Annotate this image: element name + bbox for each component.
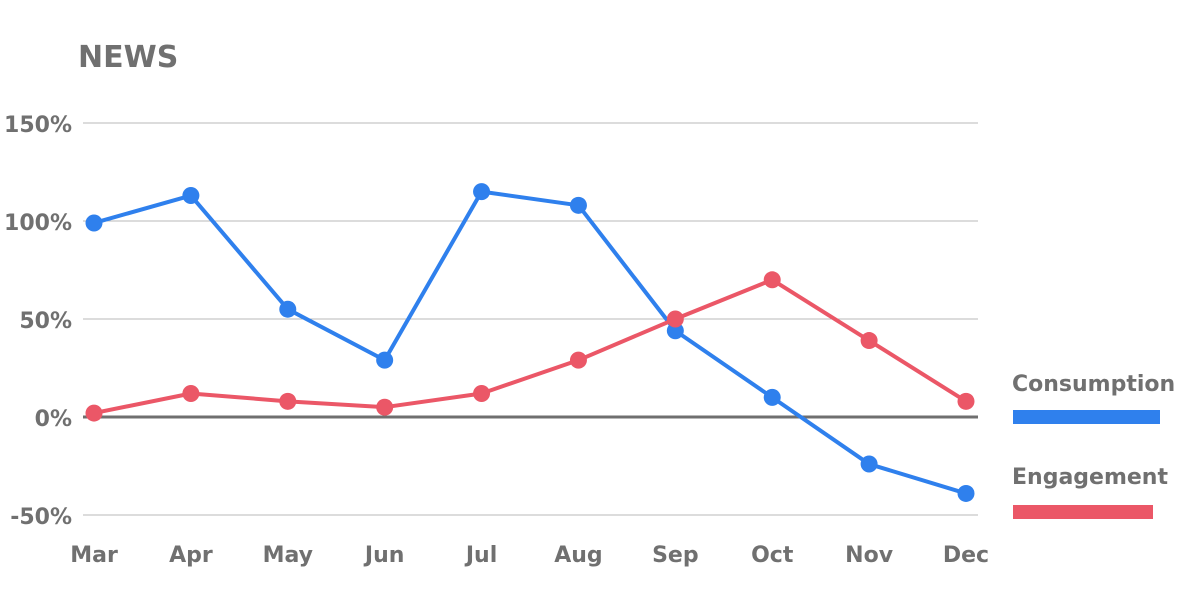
- data-point: [569, 351, 587, 369]
- grid-layer: [83, 122, 978, 516]
- x-tick-label: Nov: [845, 543, 894, 568]
- series-consumption: [85, 183, 975, 502]
- x-tick-label: May: [263, 543, 313, 568]
- y-tick-label: 50%: [19, 309, 72, 334]
- data-point: [376, 351, 394, 369]
- legend-label: Engagement: [1012, 465, 1168, 490]
- x-axis-tick-labels: Mar Apr May Jun Jul Aug Sep Oct Nov Dec: [70, 543, 989, 568]
- legend: Consumption Engagement: [1012, 372, 1175, 519]
- data-point: [763, 271, 781, 289]
- data-point: [376, 398, 394, 416]
- x-tick-label: Aug: [554, 543, 602, 568]
- data-point: [279, 392, 297, 410]
- series-line: [92, 189, 968, 496]
- legend-swatch: [1013, 505, 1153, 519]
- x-tick-label: Dec: [943, 543, 989, 568]
- series-engagement: [85, 271, 975, 422]
- x-tick-label: Jul: [464, 543, 497, 568]
- legend-label: Consumption: [1012, 372, 1175, 397]
- y-tick-label: -50%: [10, 505, 72, 530]
- x-tick-label: Sep: [652, 543, 699, 568]
- data-point: [860, 455, 878, 473]
- data-point: [182, 384, 200, 402]
- y-tick-label: 100%: [4, 211, 72, 236]
- chart-title: NEWS: [78, 40, 179, 75]
- y-axis-tick-labels: 150% 100% 50% 0% -50%: [4, 113, 72, 530]
- series-line: [92, 277, 968, 416]
- legend-item: Consumption: [1012, 372, 1175, 424]
- data-point: [569, 196, 587, 214]
- data-point: [957, 484, 975, 502]
- x-tick-label: Oct: [751, 543, 794, 568]
- data-point: [666, 322, 684, 340]
- data-point: [473, 183, 491, 201]
- data-point: [860, 332, 878, 350]
- y-tick-label: 0%: [35, 407, 72, 432]
- series-layer: [85, 183, 975, 502]
- data-point: [85, 404, 103, 422]
- y-tick-label: 150%: [4, 113, 72, 138]
- x-tick-label: Mar: [70, 543, 118, 568]
- data-point: [85, 214, 103, 232]
- data-point: [763, 388, 781, 406]
- data-point: [666, 310, 684, 328]
- data-point: [473, 384, 491, 402]
- data-point: [279, 300, 297, 318]
- x-tick-label: Jun: [363, 543, 405, 568]
- data-point: [182, 187, 200, 205]
- data-point: [957, 392, 975, 410]
- legend-item: Engagement: [1012, 465, 1168, 519]
- legend-swatch: [1013, 410, 1160, 424]
- x-tick-label: Apr: [169, 543, 213, 568]
